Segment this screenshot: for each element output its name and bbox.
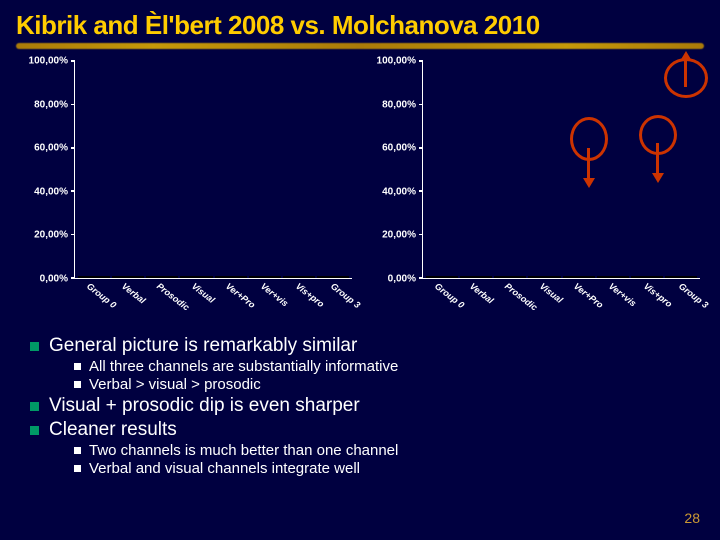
page-number: 28: [684, 510, 700, 526]
bullet-text: Verbal and visual channels integrate wel…: [89, 460, 360, 477]
y-axis-label: 100,00%: [29, 56, 68, 67]
y-axis-label: 80,00%: [382, 99, 416, 110]
title-underline: [16, 43, 704, 49]
bullet-text: Verbal > visual > prosodic: [89, 376, 261, 393]
y-axis-label: 60,00%: [382, 143, 416, 154]
bullet-marker: [30, 402, 39, 411]
y-axis-label: 20,00%: [382, 230, 416, 241]
bullet-text: General picture is remarkably similar: [49, 335, 357, 357]
bullet-marker: [74, 447, 81, 454]
bullet-level2: All three channels are substantially inf…: [74, 358, 690, 375]
y-axis-label: 0,00%: [388, 274, 416, 285]
bullet-list: General picture is remarkably similarAll…: [0, 327, 720, 477]
bullet-marker: [74, 381, 81, 388]
bullet-marker: [30, 342, 39, 351]
x-axis-label: Group 3: [676, 281, 709, 310]
x-axis-label: Group 3: [328, 281, 361, 310]
y-axis-label: 100,00%: [377, 56, 416, 67]
charts-row: 0,00% 20,00% 40,00% 60,00% 80,00% 100,00% Gro…: [0, 49, 720, 327]
y-axis-label: 60,00%: [34, 143, 68, 154]
y-axis-label: 0,00%: [40, 274, 68, 285]
chart-right: 0,00%20,00%40,00%60,00%80,00%100,00% Gro…: [364, 57, 704, 327]
bullet-text: Two channels is much better than one cha…: [89, 442, 398, 459]
y-axis-label: 40,00%: [34, 186, 68, 197]
bullet-level1: Visual + prosodic dip is even sharper: [30, 395, 690, 417]
bullet-marker: [74, 465, 81, 472]
bullet-text: All three channels are substantially inf…: [89, 358, 398, 375]
bullet-level2: Verbal and visual channels integrate wel…: [74, 460, 690, 477]
y-axis-label: 80,00%: [34, 99, 68, 110]
chart-left: 0,00%20,00%40,00%60,00%80,00%100,00% Gro…: [16, 57, 356, 327]
y-axis-label: 40,00%: [382, 186, 416, 197]
bullet-level1: General picture is remarkably similar: [30, 335, 690, 357]
bullet-text: Visual + prosodic dip is even sharper: [49, 395, 360, 417]
bullet-level2: Two channels is much better than one cha…: [74, 442, 690, 459]
bullet-marker: [74, 363, 81, 370]
bullet-text: Cleaner results: [49, 419, 177, 441]
y-axis-label: 20,00%: [34, 230, 68, 241]
bullet-level1: Cleaner results: [30, 419, 690, 441]
slide-title: Kibrik and Èl'bert 2008 vs. Molchanova 2…: [0, 0, 720, 43]
bullet-level2: Verbal > visual > prosodic: [74, 376, 690, 393]
bullet-marker: [30, 426, 39, 435]
